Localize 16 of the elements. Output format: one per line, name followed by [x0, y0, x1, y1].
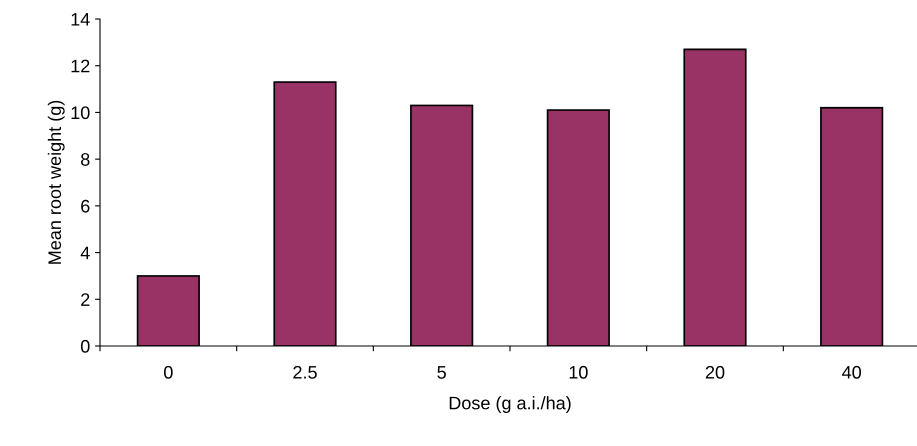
- y-axis-title: Mean root weight (g): [48, 100, 65, 264]
- y-tick-label: 14: [72, 13, 90, 26]
- x-tick-label: 5: [437, 366, 446, 379]
- y-tick-label: 0: [80, 340, 90, 353]
- x-axis-title: Dose (g a.i./ha): [450, 396, 571, 413]
- y-tick-label: 6: [81, 200, 90, 213]
- y-tick-label: 8: [81, 153, 90, 166]
- y-tick-label: 4: [80, 246, 90, 260]
- y-tick-label: 12: [72, 60, 90, 72]
- x-tick-label: 2.5: [293, 366, 317, 379]
- y-tick-label: 10: [72, 106, 90, 120]
- x-tick-label: 0: [164, 366, 173, 379]
- y-tick-label: 2: [81, 293, 90, 306]
- x-tick-label: 20: [706, 366, 724, 379]
- x-tick-label: 10: [570, 366, 588, 379]
- x-tick-label: 40: [842, 366, 862, 379]
